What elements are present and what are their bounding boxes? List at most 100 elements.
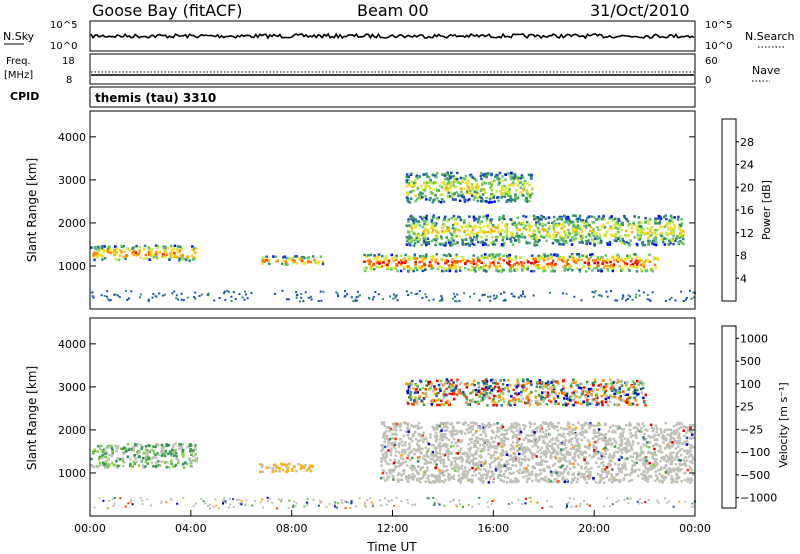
power-cell [585,270,588,273]
velocity-cell [463,423,466,426]
velocity-cell [184,461,187,464]
power-cell [488,265,491,268]
power-cell [544,234,548,237]
velocity-cell [173,449,176,452]
power-near-cell [356,290,359,293]
velocity-cell [419,477,423,480]
power-cell [572,256,575,260]
power-cell [479,174,483,178]
velocity-cell [601,438,604,442]
velocity-cell [304,464,307,467]
velocity-cell [582,476,586,479]
velocity-cell [560,426,563,430]
power-cell [498,177,501,181]
velocity-cell [389,442,393,445]
velocity-cell [656,443,659,447]
power-cell [606,243,610,246]
power-cell [617,223,620,226]
power-cell [497,183,500,186]
power-cell [437,216,441,219]
power-cell [431,266,435,270]
velocity-cell [565,478,569,481]
power-cell [285,256,288,260]
velocity-cell [435,436,438,439]
velocity-cell [427,474,430,478]
power-cell [491,243,495,246]
velocity-cell [626,444,629,447]
power-cell [514,195,517,199]
velocity-cell [493,446,497,450]
power-cell [192,257,196,261]
power-cell [115,248,119,251]
velocity-cell [497,430,501,433]
power-cell [482,200,485,203]
power-near-cell [453,292,455,295]
velocity-cell [686,459,689,462]
power-cell [470,194,474,198]
velocity-cell [639,381,642,384]
velocity-cell [271,470,274,474]
velocity-cell [544,455,548,459]
velocity-cell [474,474,478,477]
velocity-cell [152,452,156,455]
velocity-cell [105,460,108,463]
velocity-cell [568,433,571,437]
power-cell [446,267,449,271]
velocity-cell [455,421,459,425]
velocity-cell [557,421,560,425]
power-cell [617,217,620,221]
velocity-cell [611,468,614,471]
power-cell [444,188,448,192]
power-cell [493,258,496,262]
power-cell [481,230,485,233]
power-cell [650,225,654,229]
velocity-cell [465,452,469,455]
velocity-cell [622,478,625,481]
power-cell [511,173,514,176]
power-cell [678,236,681,239]
velocity-cell [532,429,535,432]
velocity-cell [393,424,396,428]
power-cell [491,235,494,239]
velocity-cell [516,378,519,382]
velocity-cell [475,430,478,433]
power-cell [511,265,514,269]
power-cell [468,192,471,195]
power-cell [430,224,434,227]
velocity-cell [686,479,690,482]
power-cell [281,262,284,266]
power-cell [408,234,411,238]
power-near-cell [300,296,303,299]
power-near-cell [234,298,237,300]
velocity-cell [514,464,517,467]
velocity-cell [528,448,531,452]
velocity-cell [142,452,145,455]
velocity-cell [563,435,566,439]
power-cell [363,269,367,273]
power-cell [425,172,428,176]
power-near-cell [684,298,687,301]
power-cell [419,255,422,258]
velocity-cell [585,430,588,434]
power-near-cell [432,298,435,301]
power-cell [492,179,496,182]
velocity-cell [156,464,159,467]
velocity-cell [623,462,626,465]
power-near-cell [421,297,424,299]
power-cell [93,251,96,254]
velocity-cell [399,422,402,425]
power-cell [562,224,566,228]
power-cell [569,239,572,242]
velocity-cell [575,434,578,437]
power-cell [457,181,460,184]
velocity-cell [557,480,560,483]
velocity-cell [549,421,553,424]
power-cell [405,196,409,199]
velocity-cell [533,466,537,469]
power-cell [652,239,656,243]
power-cell [658,220,662,223]
velocity-cell [103,466,107,469]
power-cell [378,262,381,265]
velocity-cell [465,459,468,462]
power-cell [614,222,617,226]
